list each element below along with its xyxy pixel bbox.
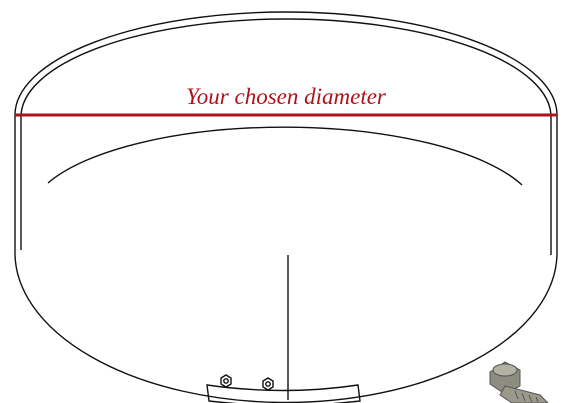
diameter-label: Your chosen diameter [186,84,387,109]
ring-diagram: Your chosen diameter [0,0,569,403]
bottom-edge [15,250,557,402]
inner-base-edge [48,127,522,185]
screw-icon [490,362,548,403]
